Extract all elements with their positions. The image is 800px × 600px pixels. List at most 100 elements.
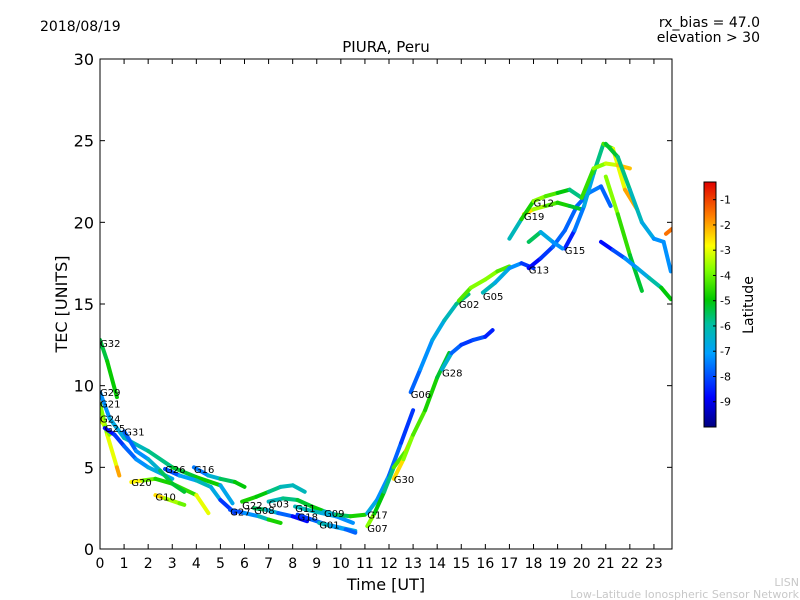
prn-label-g08: G08 <box>254 506 274 517</box>
track-segment <box>456 285 473 303</box>
prn-label-g27: G27 <box>230 507 250 518</box>
track-g27 <box>228 507 283 525</box>
track-segment <box>348 512 367 519</box>
track-segment <box>177 501 187 507</box>
track-segment <box>572 204 587 233</box>
track-segment <box>105 359 119 400</box>
y-tick-label: 20 <box>74 213 94 232</box>
prn-label-g19: G19 <box>524 212 544 223</box>
track-segment <box>105 432 119 470</box>
prn-label-g21: G21 <box>100 400 120 411</box>
x-tick-label: 23 <box>645 556 663 572</box>
track-segment <box>538 244 555 261</box>
colorbar-tick-label: -3 <box>720 244 731 257</box>
track-segment <box>599 184 613 208</box>
track-segment <box>582 171 596 208</box>
track-segment <box>129 478 146 484</box>
track-segment <box>591 161 608 171</box>
track-segment <box>372 489 387 516</box>
track-segment <box>579 166 596 200</box>
track-segment <box>440 351 454 372</box>
track-segment <box>206 473 223 481</box>
prn-label-g10: G10 <box>155 493 175 504</box>
track-segment <box>526 256 543 271</box>
track-segment <box>555 187 572 195</box>
track-segment <box>531 204 548 212</box>
prn-label-g03: G03 <box>269 499 289 510</box>
x-tick-label: 19 <box>549 556 567 572</box>
track-segment <box>411 408 428 437</box>
track-segment <box>194 478 213 489</box>
x-tick-label: 13 <box>404 556 422 572</box>
track-segment <box>264 507 281 516</box>
track-segment <box>507 217 524 241</box>
track-segment <box>567 204 584 212</box>
track-unlabeled-32 <box>599 239 672 302</box>
track-segment <box>423 375 440 413</box>
track-segment <box>550 239 565 251</box>
track-segment <box>141 476 158 483</box>
prn-label-g02: G02 <box>459 300 479 311</box>
x-tick-label: 7 <box>264 556 273 572</box>
track-segment <box>112 432 127 449</box>
prn-label-g01: G01 <box>319 521 339 532</box>
track-segment <box>278 483 295 489</box>
track-segment <box>483 328 495 339</box>
x-tick-label: 5 <box>216 556 225 572</box>
track-segment <box>334 514 355 525</box>
prn-label-g22: G22 <box>242 501 262 512</box>
prn-label-g17: G17 <box>367 511 387 522</box>
track-segment <box>228 507 247 516</box>
track-segment <box>627 253 644 293</box>
track-g02 <box>456 264 512 303</box>
x-tick-label: 0 <box>96 556 105 572</box>
prn-label-g15: G15 <box>565 246 585 257</box>
x-tick-label: 1 <box>120 556 129 572</box>
track-segment <box>483 269 500 282</box>
track-segment <box>639 220 656 241</box>
x-tick-label: 11 <box>356 556 374 572</box>
track-segment <box>567 187 584 200</box>
x-tick-label: 15 <box>452 556 470 572</box>
track-segment <box>365 498 379 516</box>
track-g12 <box>507 187 584 241</box>
track-g20 <box>129 476 187 494</box>
colorbar <box>703 181 717 428</box>
track-g05 <box>480 261 536 295</box>
track-segment <box>329 524 348 532</box>
chart-title: PIURA, Peru <box>342 38 429 56</box>
track-g10 <box>153 493 187 507</box>
track-segment <box>519 199 536 222</box>
track-segment <box>266 517 283 525</box>
x-tick-label: 18 <box>525 556 543 572</box>
track-segment <box>365 511 377 529</box>
track-g16 <box>191 465 247 489</box>
colorbar-tick-label: -8 <box>720 370 731 383</box>
prn-label-g11: G11 <box>295 504 315 515</box>
prn-label-g09: G09 <box>324 509 344 520</box>
colorbar-ticks: -9 -8 -7 -6 -5 -4 -3 -2 -1 <box>713 194 731 409</box>
track-segment <box>295 498 314 509</box>
y-tick-label: 5 <box>84 458 94 477</box>
track-segment <box>334 512 353 519</box>
track-segment <box>191 465 211 478</box>
y-tick-label: 10 <box>74 377 94 396</box>
track-segment <box>122 429 139 453</box>
track-segment <box>543 200 560 208</box>
track-unlabeled-29 <box>526 230 565 251</box>
y-axis-label: TEC [UNITS] <box>52 256 71 354</box>
track-g22 <box>240 483 307 504</box>
track-segment <box>418 337 435 372</box>
track-segment <box>242 511 261 519</box>
colorbar-tick-label: -4 <box>720 269 731 282</box>
track-segment <box>293 504 310 512</box>
colorbar-tick-label: -2 <box>720 219 731 232</box>
track-segment <box>114 465 122 478</box>
track-segment <box>647 275 664 290</box>
track-segment <box>603 174 620 217</box>
prn-label-g16: G16 <box>194 465 214 476</box>
colorbar-tick-label: -5 <box>720 295 731 308</box>
track-segment <box>449 342 464 355</box>
track-segment <box>391 457 406 481</box>
